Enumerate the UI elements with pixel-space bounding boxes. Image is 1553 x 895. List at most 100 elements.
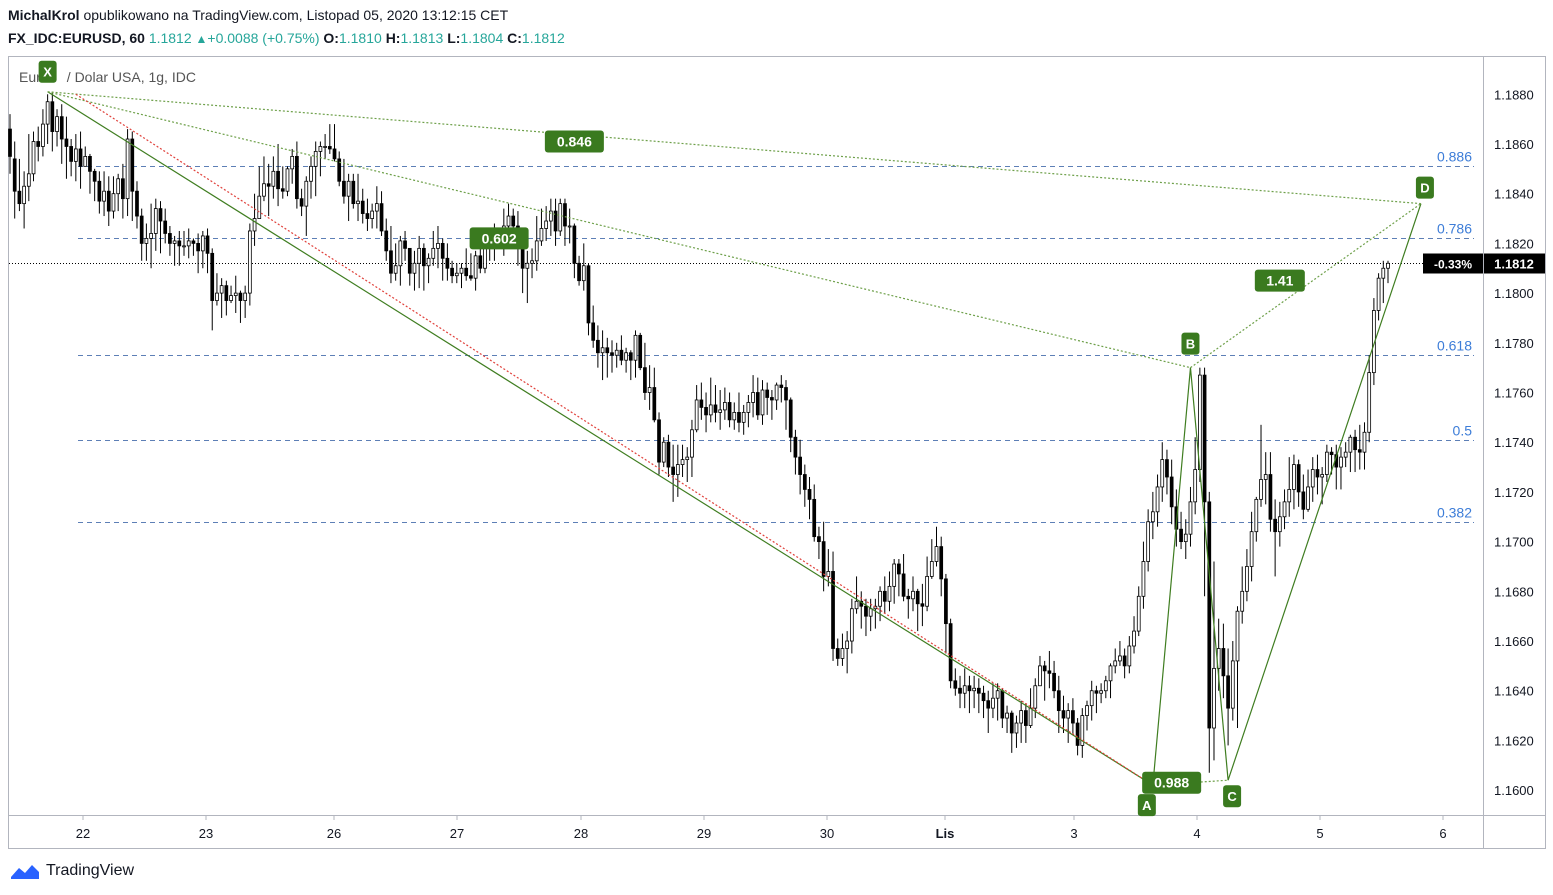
change-value: +0.0088 (+0.75%): [207, 30, 320, 46]
candle-up: [1249, 531, 1254, 567]
time-tick-label: 27: [450, 826, 464, 841]
candle-up: [548, 210, 553, 222]
candle-down: [986, 700, 991, 709]
time-axis[interactable]: 22 23 26 27 28 29 30 Lis 3 4 5 6: [76, 815, 1447, 841]
candle-up: [1014, 722, 1019, 734]
candle-up: [581, 265, 586, 282]
candle-down: [78, 148, 83, 167]
candle-up: [525, 262, 530, 269]
candle-down: [939, 546, 944, 580]
candle-up: [1240, 590, 1245, 612]
candle-down: [596, 339, 600, 354]
candle-up: [718, 409, 723, 413]
pattern-point-d: [1415, 176, 1434, 199]
candle-down: [379, 203, 384, 232]
open-label: O:: [323, 30, 339, 46]
candle-down: [59, 116, 64, 140]
pattern-point-c: [1223, 785, 1242, 808]
candle-up: [1160, 459, 1165, 488]
candle-up: [1320, 474, 1325, 478]
candle-up: [262, 183, 266, 197]
candle-down: [704, 407, 708, 416]
candle-up: [1381, 267, 1386, 279]
candle-down: [1226, 675, 1230, 709]
candle-up: [304, 180, 309, 207]
candle-down: [12, 158, 17, 192]
candle-up: [558, 203, 563, 232]
candle-down: [469, 275, 473, 279]
candle-up: [680, 459, 685, 465]
candle-up: [1038, 665, 1042, 687]
candle-up: [746, 402, 751, 413]
candle-up: [760, 389, 765, 416]
candle-up: [624, 352, 628, 361]
candle-down: [586, 265, 591, 324]
candle-up: [417, 247, 422, 264]
candle-up: [1019, 710, 1024, 724]
candle-up: [247, 230, 252, 294]
ohlc-line: FX_IDC:EURUSD, 60 1.1812 ▲+0.0088 (+0.75…: [8, 30, 565, 46]
candle-down: [1353, 436, 1357, 451]
time-tick-label: 22: [76, 826, 90, 841]
footer-brand[interactable]: TradingView: [10, 862, 134, 880]
candle-up: [55, 116, 59, 132]
candle-up: [431, 247, 436, 259]
candle-up: [911, 590, 915, 600]
candle-down: [445, 257, 450, 269]
candle-down: [835, 648, 840, 659]
time-tick-label: Lis: [936, 826, 955, 841]
candle-down: [1056, 690, 1061, 712]
candle-down: [807, 489, 812, 500]
candle-down: [1071, 710, 1075, 724]
candle-up: [1118, 655, 1122, 662]
candle-up: [1089, 690, 1094, 707]
candle-up: [1367, 372, 1372, 433]
publish-line: MichalKrol opublikowano na TradingView.c…: [8, 7, 508, 23]
fib-level-label: 0.886: [1437, 149, 1472, 165]
candle-up: [708, 404, 713, 416]
candle-up: [1376, 277, 1381, 311]
candles-layer: [8, 91, 1390, 773]
candle-up: [182, 245, 186, 248]
time-tick-label: 23: [199, 826, 213, 841]
pattern-point-b-text: B: [1186, 336, 1195, 351]
candle-up: [186, 240, 191, 247]
candle-up: [219, 285, 224, 294]
candle-down: [168, 233, 172, 244]
candle-down: [577, 262, 581, 282]
candle-down: [121, 178, 125, 200]
candle-up: [892, 563, 897, 587]
candle-up: [1085, 705, 1089, 716]
candle-down: [92, 170, 97, 182]
candle-down: [238, 292, 243, 301]
candle-up: [483, 247, 487, 269]
candle-down: [478, 255, 483, 269]
candle-down: [638, 334, 643, 369]
candle-down: [699, 399, 704, 408]
candle-down: [657, 419, 661, 463]
candle-up: [111, 193, 116, 212]
candle-up: [732, 411, 737, 421]
price-tick-label: 1.1680: [1494, 584, 1534, 599]
candle-down: [1047, 670, 1052, 674]
candle-down: [440, 242, 445, 259]
candle-up: [83, 156, 88, 167]
candle-up: [1348, 436, 1353, 453]
time-tick-label: 28: [574, 826, 588, 841]
time-tick-label: 26: [327, 826, 341, 841]
low-label: L:: [447, 30, 461, 46]
candle-up: [774, 384, 779, 401]
candle-up: [1127, 645, 1132, 667]
candle-down: [97, 180, 102, 202]
chart-frame: [8, 56, 1546, 849]
chart-title: Eur / Dolar USA, 1g, IDC: [19, 69, 196, 85]
candle-down: [976, 687, 981, 694]
candle-up: [1005, 712, 1009, 719]
price-axis[interactable]: 1.1880 1.1860 1.1840 1.1820 1.1800 1.1780 1.17…: [1423, 87, 1545, 798]
candle-down: [139, 215, 144, 244]
candle-up: [534, 240, 539, 262]
candle-down: [36, 141, 41, 147]
label-layer: X A B C D 0.846 0.602 0.988 1.41: [38, 60, 1434, 817]
candle-down: [1009, 712, 1014, 734]
